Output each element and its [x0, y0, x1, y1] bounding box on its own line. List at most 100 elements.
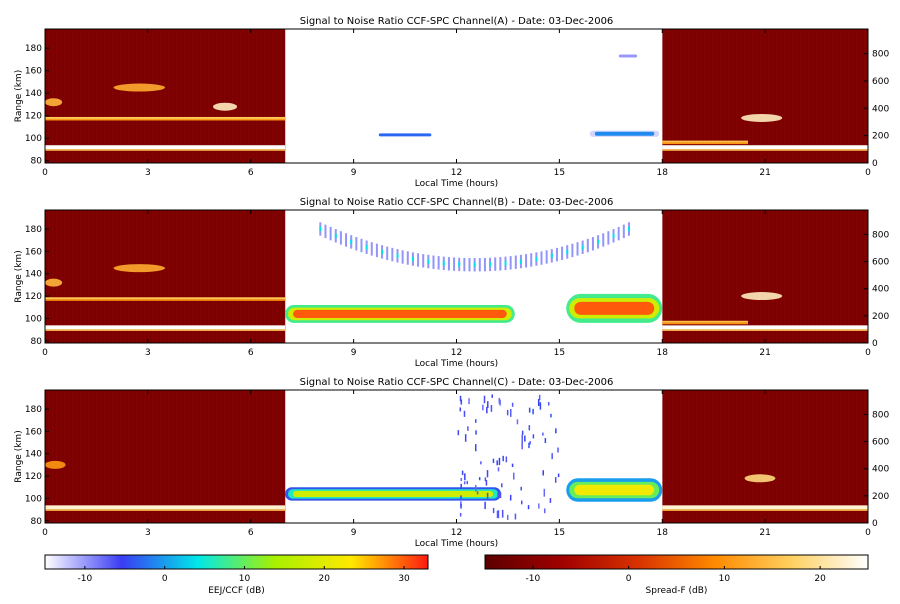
day-speckle — [457, 430, 460, 436]
colorbar-tick-label: 20 — [814, 574, 826, 584]
day-arc-core — [597, 239, 600, 245]
day-speckle — [499, 399, 501, 406]
day-arc-core — [627, 226, 630, 232]
x-tick-label: 18 — [657, 168, 669, 178]
day-speckle — [460, 501, 462, 507]
day-speckle — [460, 483, 462, 489]
y-tick-right-label: 600 — [872, 77, 889, 87]
day-speckle — [521, 441, 523, 450]
day-speckle — [512, 472, 515, 480]
day-arc — [545, 250, 548, 264]
night-layer — [45, 145, 286, 150]
colorbar-tick-label: 30 — [398, 574, 410, 584]
y-tick-label: 80 — [31, 517, 43, 527]
y-tick-label: 120 — [25, 112, 42, 122]
colorbar-tick-label: 10 — [239, 574, 251, 584]
day-arc — [355, 237, 358, 251]
y-tick-right-label: 600 — [872, 438, 889, 448]
day-speckle — [532, 408, 534, 415]
x-tick-label: 0 — [42, 528, 48, 538]
day-speckle — [497, 467, 500, 472]
night-layer-edge — [45, 509, 286, 511]
day-speckle — [459, 512, 462, 517]
day-speckle — [510, 408, 512, 417]
x-tick-label: 9 — [351, 348, 357, 358]
night-layer — [662, 320, 748, 323]
y-tick-label: 120 — [25, 292, 42, 302]
y-tick-label: 160 — [25, 427, 42, 437]
chart-title: Signal to Noise Ratio CCF-SPC Channel(A)… — [300, 16, 614, 27]
colorbar-tick-label: -10 — [526, 574, 541, 584]
night-layer — [45, 297, 286, 300]
x-tick-label: 21 — [759, 528, 770, 538]
x-tick-label: 9 — [351, 168, 357, 178]
day-speckle — [501, 509, 504, 518]
day-arc — [499, 257, 502, 271]
panel-b: 0 3 6 9 12 15 18 21 0801001201401601800200400600… — [14, 197, 889, 369]
x-tick-label: 6 — [248, 528, 254, 538]
colorbar-tick-label: 10 — [719, 574, 731, 584]
colorbar-tick-label: 0 — [626, 574, 632, 584]
day-speckle — [550, 413, 552, 418]
day-arc-core — [550, 253, 553, 259]
y-tick-label: 160 — [25, 247, 42, 257]
day-speckle — [480, 461, 482, 465]
day-arc — [324, 224, 327, 239]
day-arc-core — [566, 249, 569, 255]
day-arc-core — [519, 259, 522, 264]
x-tick-label: 0 — [42, 168, 48, 178]
night-patch — [45, 98, 63, 107]
day-arc — [494, 257, 497, 271]
day-arc-core — [396, 253, 399, 259]
day-speckle — [521, 430, 524, 435]
day-speckle — [547, 402, 550, 406]
day-speckle — [486, 492, 489, 500]
night-patch — [45, 278, 63, 287]
day-arc-core — [458, 262, 461, 267]
day-arc-core — [381, 249, 384, 255]
panel-a: 0 3 6 9 12 15 18 21 0801001201401601800200400600… — [14, 16, 889, 189]
day-arc — [329, 226, 332, 241]
y-tick-right-label: 200 — [872, 492, 889, 502]
day-region — [285, 210, 663, 343]
day-arc — [586, 238, 589, 253]
day-speckle — [551, 453, 553, 460]
day-speckle — [475, 484, 477, 492]
day-arc — [422, 254, 425, 268]
day-speckle — [516, 419, 519, 425]
day-speckle — [497, 492, 499, 499]
day-arc — [540, 251, 543, 265]
x-tick-label: 18 — [657, 528, 669, 538]
day-speckle — [502, 455, 504, 462]
day-speckle — [521, 434, 523, 443]
day-speckle — [514, 513, 517, 520]
night-layer — [45, 505, 286, 510]
day-speckle — [524, 435, 526, 442]
y-tick-right-label: 200 — [872, 132, 889, 142]
day-arc — [391, 247, 394, 262]
y-tick-label: 180 — [25, 405, 42, 415]
day-arc-core — [535, 256, 538, 262]
night-patch — [113, 264, 166, 273]
chart-title: Signal to Noise Ratio CCF-SPC Channel(C)… — [300, 377, 614, 388]
day-speckle — [511, 463, 514, 468]
day-speckle — [459, 395, 462, 402]
night-patch — [741, 113, 783, 122]
day-arc — [622, 224, 625, 239]
night-patch — [741, 292, 783, 301]
x-tick-label: 6 — [248, 348, 254, 358]
day-arc — [514, 255, 517, 269]
day-arc — [437, 256, 440, 270]
colorbar-tick-label: 20 — [319, 574, 331, 584]
day-arc — [561, 246, 564, 260]
day-arc — [345, 233, 348, 247]
day-arc — [406, 251, 409, 265]
y-tick-right-label: 600 — [872, 258, 889, 268]
day-speckle — [549, 498, 552, 503]
day-speckle — [461, 470, 464, 475]
y-tick-right-label: 800 — [872, 50, 889, 60]
day-arc — [386, 246, 389, 260]
day-region — [285, 29, 663, 163]
day-arc — [468, 258, 471, 272]
y-tick-right-label: 800 — [872, 410, 889, 420]
